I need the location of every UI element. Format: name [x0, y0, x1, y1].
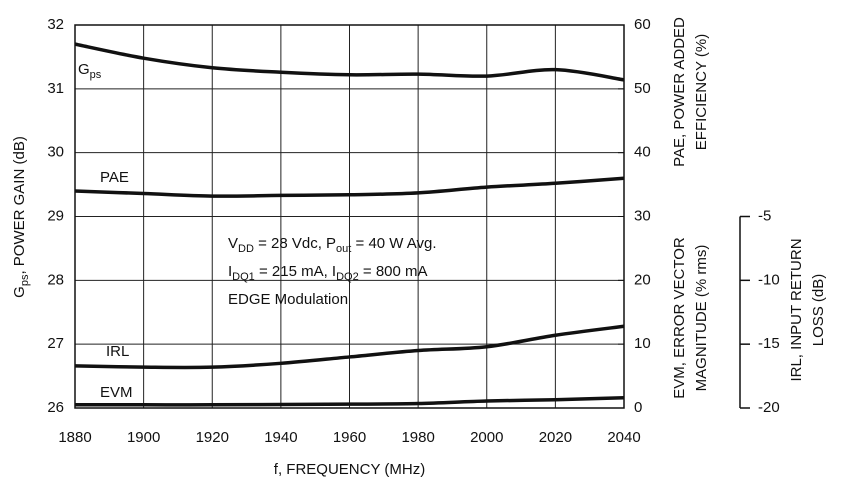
series-label: PAE	[100, 169, 129, 186]
y3-axis-label: IRL, INPUT RETURN	[788, 238, 805, 381]
x-tick-label: 1920	[196, 429, 229, 446]
y2-axis-label: EFFICIENCY (%)	[693, 34, 710, 150]
annotation-sub: DQ1	[232, 271, 255, 283]
series-line	[75, 396, 625, 407]
y-tick-label: 32	[47, 16, 64, 33]
series-label-part: IRL	[106, 343, 129, 360]
y2-tick-label: 20	[634, 271, 651, 288]
y2-tick-label: 30	[634, 207, 651, 224]
series-line	[74, 176, 625, 198]
y-axis-label-sub: ps	[19, 274, 31, 286]
y2-tick-label: 50	[634, 80, 651, 97]
annotation-part: = 800 mA	[359, 263, 428, 280]
annotation-sub: out	[336, 243, 351, 255]
y-tick-label: 26	[47, 399, 64, 416]
annotation-part: = 215 mA, I	[255, 263, 336, 280]
y3-tick-label: -15	[758, 335, 780, 352]
series-label: EVM	[100, 384, 133, 401]
y-axis-label-part: , POWER GAIN (dB)	[11, 136, 28, 274]
y2-axis-label: PAE, POWER ADDED	[671, 17, 688, 167]
x-tick-label: 1880	[58, 429, 91, 446]
y2-tick-label: 40	[634, 144, 651, 161]
y-axis-label: Gps, POWER GAIN (dB)	[11, 136, 31, 298]
annotation-part: = 40 W Avg.	[351, 235, 436, 252]
annotation-part: I	[228, 263, 232, 280]
y2-tick-label: 60	[634, 16, 651, 33]
x-tick-label: 1900	[127, 429, 160, 446]
y3-tick-label: -5	[758, 207, 771, 224]
series-line	[74, 42, 625, 82]
annotation-part: EDGE Modulation	[228, 291, 348, 308]
x-tick-label: 2040	[607, 429, 640, 446]
series-label-part: PAE	[100, 169, 129, 186]
y-tick-label: 31	[47, 80, 64, 97]
y2-tick-label: 10	[634, 335, 651, 352]
y-tick-label: 29	[47, 207, 64, 224]
series-line	[74, 324, 625, 370]
y3-tick-label: -10	[758, 271, 780, 288]
annotation: VDD = 28 Vdc, Pout = 40 W Avg.	[228, 235, 437, 255]
y2-axis-label: MAGNITUDE (% rms)	[693, 245, 710, 392]
series-label-sub: ps	[90, 69, 102, 81]
annotation: IDQ1 = 215 mA, IDQ2 = 800 mA	[228, 263, 428, 283]
y2-tick-label: 0	[634, 399, 642, 416]
series-label: Gps	[78, 61, 102, 81]
x-axis-label: f, FREQUENCY (MHz)	[274, 461, 425, 478]
y3-axis-label: LOSS (dB)	[810, 274, 827, 347]
annotation-part: V	[228, 235, 238, 252]
series-label-part: G	[78, 61, 90, 78]
x-tick-label: 2000	[470, 429, 503, 446]
x-tick-label: 1980	[401, 429, 434, 446]
annotation: EDGE Modulation	[228, 291, 348, 308]
y3-tick-label: -20	[758, 399, 780, 416]
y-tick-label: 30	[47, 144, 64, 161]
series-label-part: EVM	[100, 384, 133, 401]
x-tick-label: 2020	[539, 429, 572, 446]
series-label: IRL	[106, 343, 129, 360]
y-tick-label: 28	[47, 271, 64, 288]
x-tick-label: 1940	[264, 429, 297, 446]
annotation-sub: DD	[238, 243, 254, 255]
y-axis-label-part: G	[11, 286, 28, 298]
y2-axis-label: EVM, ERROR VECTOR	[671, 237, 688, 399]
y-tick-label: 27	[47, 335, 64, 352]
annotation-part: = 28 Vdc, P	[254, 235, 336, 252]
annotation-sub: DQ2	[336, 271, 359, 283]
x-tick-label: 1960	[333, 429, 366, 446]
